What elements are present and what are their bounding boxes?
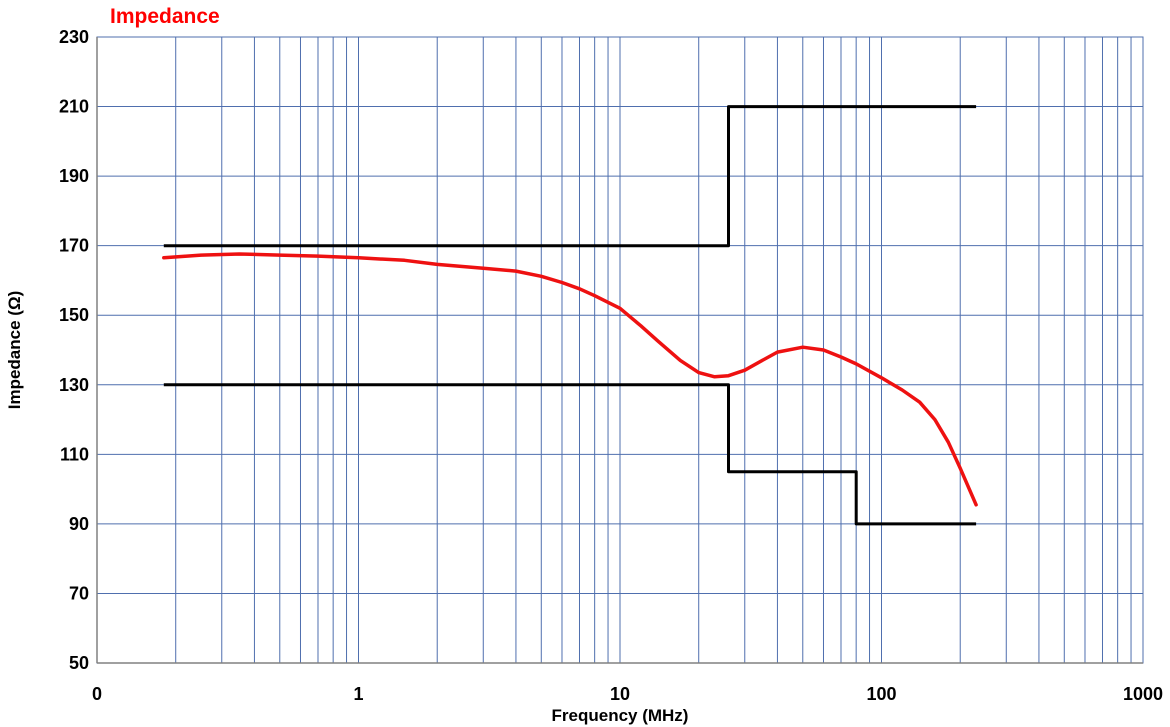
x-tick-label: 1 (353, 684, 363, 704)
x-tick-label: 100 (866, 684, 896, 704)
measured-impedance-line (162, 252, 978, 507)
x-tick-label: 1000 (1123, 684, 1163, 704)
y-tick-label: 70 (69, 583, 89, 603)
lower-limit-line (163, 383, 977, 526)
y-tick-label: 130 (59, 375, 89, 395)
upper-limit-line (163, 105, 977, 248)
y-tick-label: 90 (69, 514, 89, 534)
y-tick-label: 210 (59, 97, 89, 117)
y-tick-label: 230 (59, 27, 89, 47)
chart-title: Impedance (110, 5, 220, 28)
y-axis-label: Impedance (Ω) (5, 291, 24, 410)
grid-lines (97, 37, 1143, 663)
y-tick-label: 190 (59, 166, 89, 186)
y-tick-labels: 50 70 90 110 130 150 170 190 210 230 (59, 27, 89, 673)
x-tick-label: 10 (610, 684, 630, 704)
y-tick-label: 110 (60, 444, 89, 464)
series-lines (162, 105, 978, 526)
x-tick-labels: 0 1 10 100 1000 (92, 684, 1163, 704)
x-tick-label: 0 (92, 684, 102, 704)
y-tick-label: 170 (59, 236, 89, 256)
y-tick-label: 150 (59, 305, 89, 325)
x-axis-label: Frequency (MHz) (552, 706, 689, 725)
y-tick-label: 50 (69, 653, 89, 673)
